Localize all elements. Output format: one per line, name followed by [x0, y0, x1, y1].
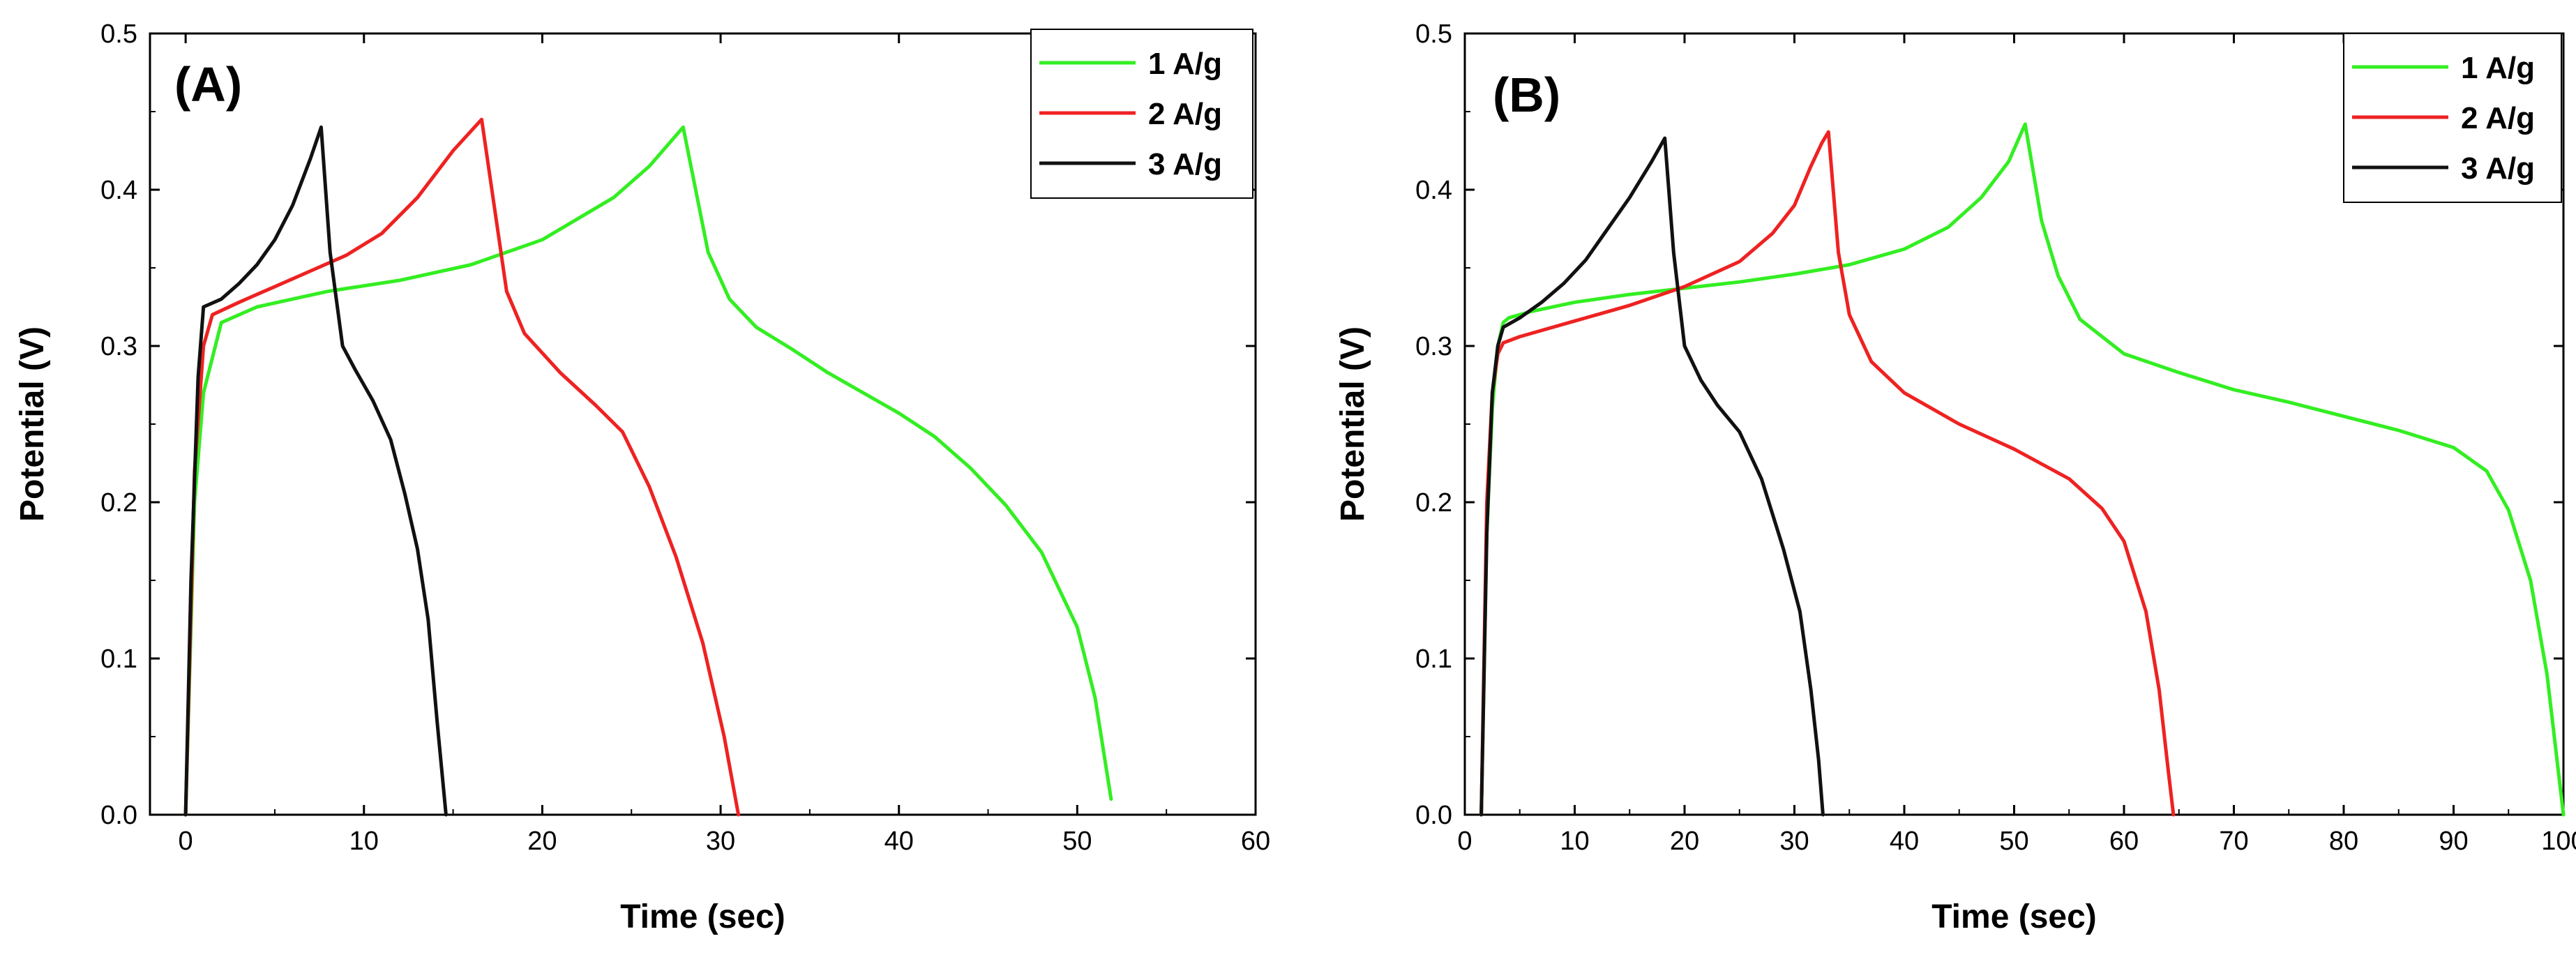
x-tick-label: 20	[527, 827, 557, 856]
panel-label: (A)	[174, 57, 242, 112]
series-layer	[1479, 122, 2566, 817]
y-tick-label: 0.1	[1415, 645, 1452, 674]
x-tick-label: 10	[349, 827, 379, 856]
legend-label-1-a-g: 1 A/g	[1148, 47, 1222, 81]
series-line-2-a-g	[183, 117, 741, 817]
y-tick-label: 0.2	[100, 488, 137, 518]
y-tick-label: 0.5	[1415, 20, 1452, 49]
x-axis-title: Time (sec)	[1931, 898, 2097, 935]
x-tick-label: 10	[1560, 827, 1589, 856]
y-axis-title: Potential (V)	[14, 326, 51, 522]
x-tick-label: 20	[1670, 827, 1699, 856]
series-line-2-a-g	[1479, 130, 2176, 817]
x-ticks: 0 10 20 30 40 50 60	[179, 33, 1270, 856]
y-axis-title: Potential (V)	[1334, 326, 1371, 522]
y-tick-label: 0.4	[1415, 176, 1452, 205]
x-tick-label: 50	[1062, 827, 1092, 856]
legend: 1 A/g 2 A/g 3 A/g	[1030, 29, 1253, 199]
legend-label-2-a-g: 2 A/g	[2461, 101, 2535, 135]
x-tick-label: 0	[179, 827, 193, 856]
x-tick-label: 40	[884, 827, 914, 856]
y-ticks: 0.0 0.1 0.2 0.3 0.4 0.5	[100, 20, 1256, 830]
y-tick-label: 0.3	[100, 332, 137, 361]
y-tick-label: 0.5	[100, 20, 137, 49]
x-tick-label: 30	[1779, 827, 1809, 856]
x-tick-label: 40	[1890, 827, 1919, 856]
y-tick-label: 0.1	[100, 645, 137, 674]
legend: 1 A/g 2 A/g 3 A/g	[2343, 33, 2562, 203]
legend-label-1-a-g: 1 A/g	[2461, 51, 2535, 85]
x-tick-label: 60	[2109, 827, 2139, 856]
legend-label-3-a-g: 3 A/g	[1148, 147, 1222, 181]
x-tick-label: 60	[1241, 827, 1270, 856]
x-tick-label: 0	[1457, 827, 1472, 856]
x-axis-title: Time (sec)	[620, 898, 785, 935]
series-line-1-a-g	[1479, 122, 2566, 817]
x-tick-label: 90	[2439, 827, 2468, 856]
panel-a: 0 10 20 30 40 50 60 0.0 0.1 0.2 0.3 0.4 0.5 (A) Tim…	[14, 20, 1270, 935]
x-tick-label: 30	[706, 827, 735, 856]
x-tick-label: 80	[2329, 827, 2358, 856]
y-ticks: 0.0 0.1 0.2 0.3 0.4 0.5	[1415, 20, 2563, 830]
legend-label-3-a-g: 3 A/g	[2461, 151, 2535, 186]
y-tick-label: 0.3	[1415, 332, 1452, 361]
x-tick-label: 100	[2541, 827, 2576, 856]
series-line-3-a-g	[183, 125, 448, 817]
series-layer	[183, 117, 1113, 817]
series-line-3-a-g	[1479, 136, 1825, 817]
y-tick-label: 0.2	[1415, 488, 1452, 518]
panel-label: (B)	[1493, 68, 1560, 122]
legend-label-2-a-g: 2 A/g	[1148, 97, 1222, 131]
y-tick-label: 0.4	[100, 176, 137, 205]
x-tick-label: 70	[2219, 827, 2248, 856]
y-tick-label: 0.0	[100, 801, 137, 830]
series-line-1-a-g	[183, 125, 1113, 817]
y-tick-label: 0.0	[1415, 801, 1452, 830]
x-ticks: 0 10 20 30 40 50 60 70 80 90 100	[1457, 33, 2576, 856]
x-tick-label: 50	[1999, 827, 2028, 856]
